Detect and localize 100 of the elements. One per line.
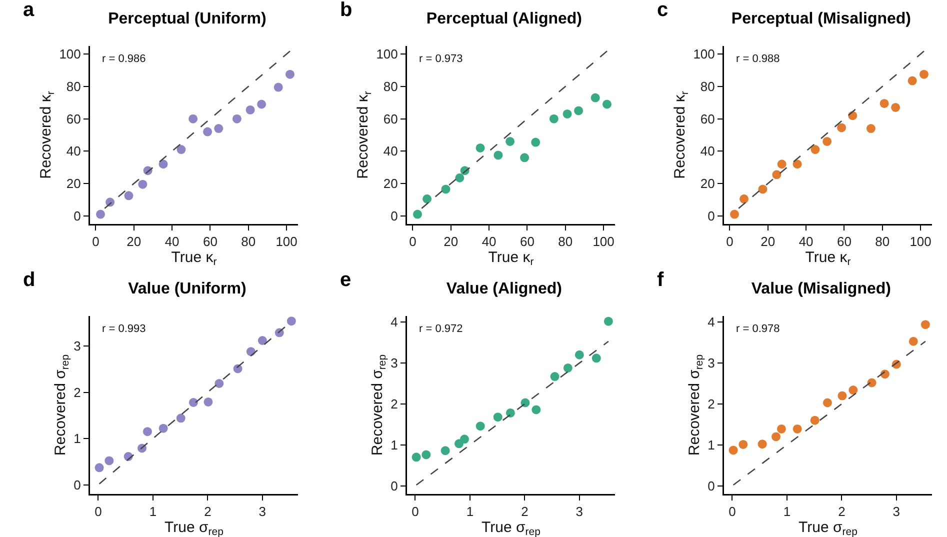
x-tick-label: 3 [576, 504, 584, 520]
y-tick-label: 80 [700, 79, 715, 94]
point [866, 124, 876, 134]
x-tick-label: 20 [444, 234, 458, 250]
y-tick-label: 0 [74, 477, 81, 492]
text: b [340, 0, 352, 21]
point [412, 452, 421, 462]
point [792, 424, 802, 434]
y-tick-label: 1 [708, 437, 715, 452]
point [176, 414, 186, 423]
point [574, 350, 584, 360]
x-tick-label: 80 [241, 234, 256, 250]
y-tick-label: 60 [700, 111, 715, 126]
point [920, 320, 930, 330]
text: a [23, 0, 35, 21]
point [520, 153, 530, 162]
x-tick-label: 40 [482, 234, 496, 250]
point [286, 316, 296, 326]
y-tick-label: 1 [390, 437, 398, 452]
point [440, 446, 450, 456]
y-tick-label: 20 [66, 176, 81, 192]
point [274, 82, 283, 92]
x-tick-label: 80 [558, 234, 573, 250]
x-tick-label: 3 [258, 504, 266, 520]
point [413, 210, 422, 219]
point [777, 160, 786, 169]
y-tick-label: 20 [383, 176, 398, 192]
point [214, 124, 224, 134]
x-tick-label: 20 [126, 234, 142, 250]
x-axis-title: True κ$_{r}$ [488, 248, 534, 268]
text: c [657, 0, 668, 21]
y-tick-label: 2 [390, 396, 398, 412]
point [550, 372, 560, 382]
point [908, 76, 917, 86]
x-tick-label: 1 [149, 504, 157, 520]
y-tick-label: 0 [390, 478, 398, 494]
point [880, 98, 889, 108]
point [506, 408, 515, 418]
y-tick-label: 0 [74, 208, 81, 224]
x-tick-label: 3 [892, 504, 900, 520]
point [124, 191, 134, 200]
point [203, 127, 212, 136]
y-tick-label: 4 [390, 314, 398, 330]
y-tick-label: 4 [708, 314, 715, 330]
y-tick-label: 0 [708, 478, 715, 494]
point [592, 354, 601, 363]
point [772, 432, 780, 442]
x-tick-label: 1 [466, 504, 474, 520]
chart-title: Value (Misaligned) [751, 280, 891, 298]
y-tick-label: 0 [390, 208, 398, 224]
y-tick-label: 40 [383, 144, 398, 159]
x-tick-label: 0 [412, 504, 419, 520]
y-tick-label: 100 [59, 46, 81, 62]
x-axis-title: True σ$_{rep}$ [482, 518, 541, 537]
point [562, 109, 572, 118]
point [460, 434, 469, 444]
point [531, 138, 540, 147]
text: f [657, 269, 664, 291]
point [246, 105, 255, 114]
point [285, 70, 294, 79]
point [772, 170, 782, 180]
x-tick-label: 20 [760, 234, 776, 250]
point [848, 386, 858, 395]
x-tick-label: 1 [783, 504, 791, 520]
point [258, 336, 267, 345]
x-tick-label: 0 [726, 234, 734, 250]
y-tick-label: 60 [383, 111, 398, 126]
point [604, 316, 613, 326]
x-tick-label: 0 [94, 504, 102, 520]
y-tick-label: 2 [708, 396, 715, 412]
point [422, 450, 431, 460]
x-tick-label: 2 [521, 504, 528, 520]
point [455, 173, 464, 182]
point [758, 184, 768, 194]
point [822, 136, 832, 146]
x-tick-label: 100 [276, 234, 298, 250]
y-tick-label: 100 [693, 46, 715, 62]
point [740, 194, 749, 204]
point [810, 416, 820, 425]
y-tick-label: 100 [376, 46, 398, 62]
point [602, 100, 612, 109]
point [138, 180, 148, 189]
annotation: r = 0.986 [102, 53, 146, 65]
y-tick-label: 60 [66, 111, 81, 126]
point [738, 440, 748, 449]
chart-title: Perceptual (Aligned) [426, 10, 582, 28]
x-tick-label: 100 [592, 234, 614, 250]
point [730, 210, 739, 219]
point [891, 102, 900, 112]
point [549, 114, 558, 124]
x-tick-label: 0 [728, 504, 736, 520]
point [506, 136, 515, 146]
point [837, 123, 846, 132]
point [441, 184, 450, 194]
text: d [23, 269, 36, 291]
chart-title: Value (Aligned) [446, 280, 562, 298]
y-tick-label: 80 [66, 79, 81, 94]
point [176, 145, 186, 154]
x-axis-title: True κ$_{r}$ [805, 248, 852, 268]
annotation: r = 0.972 [419, 323, 463, 335]
